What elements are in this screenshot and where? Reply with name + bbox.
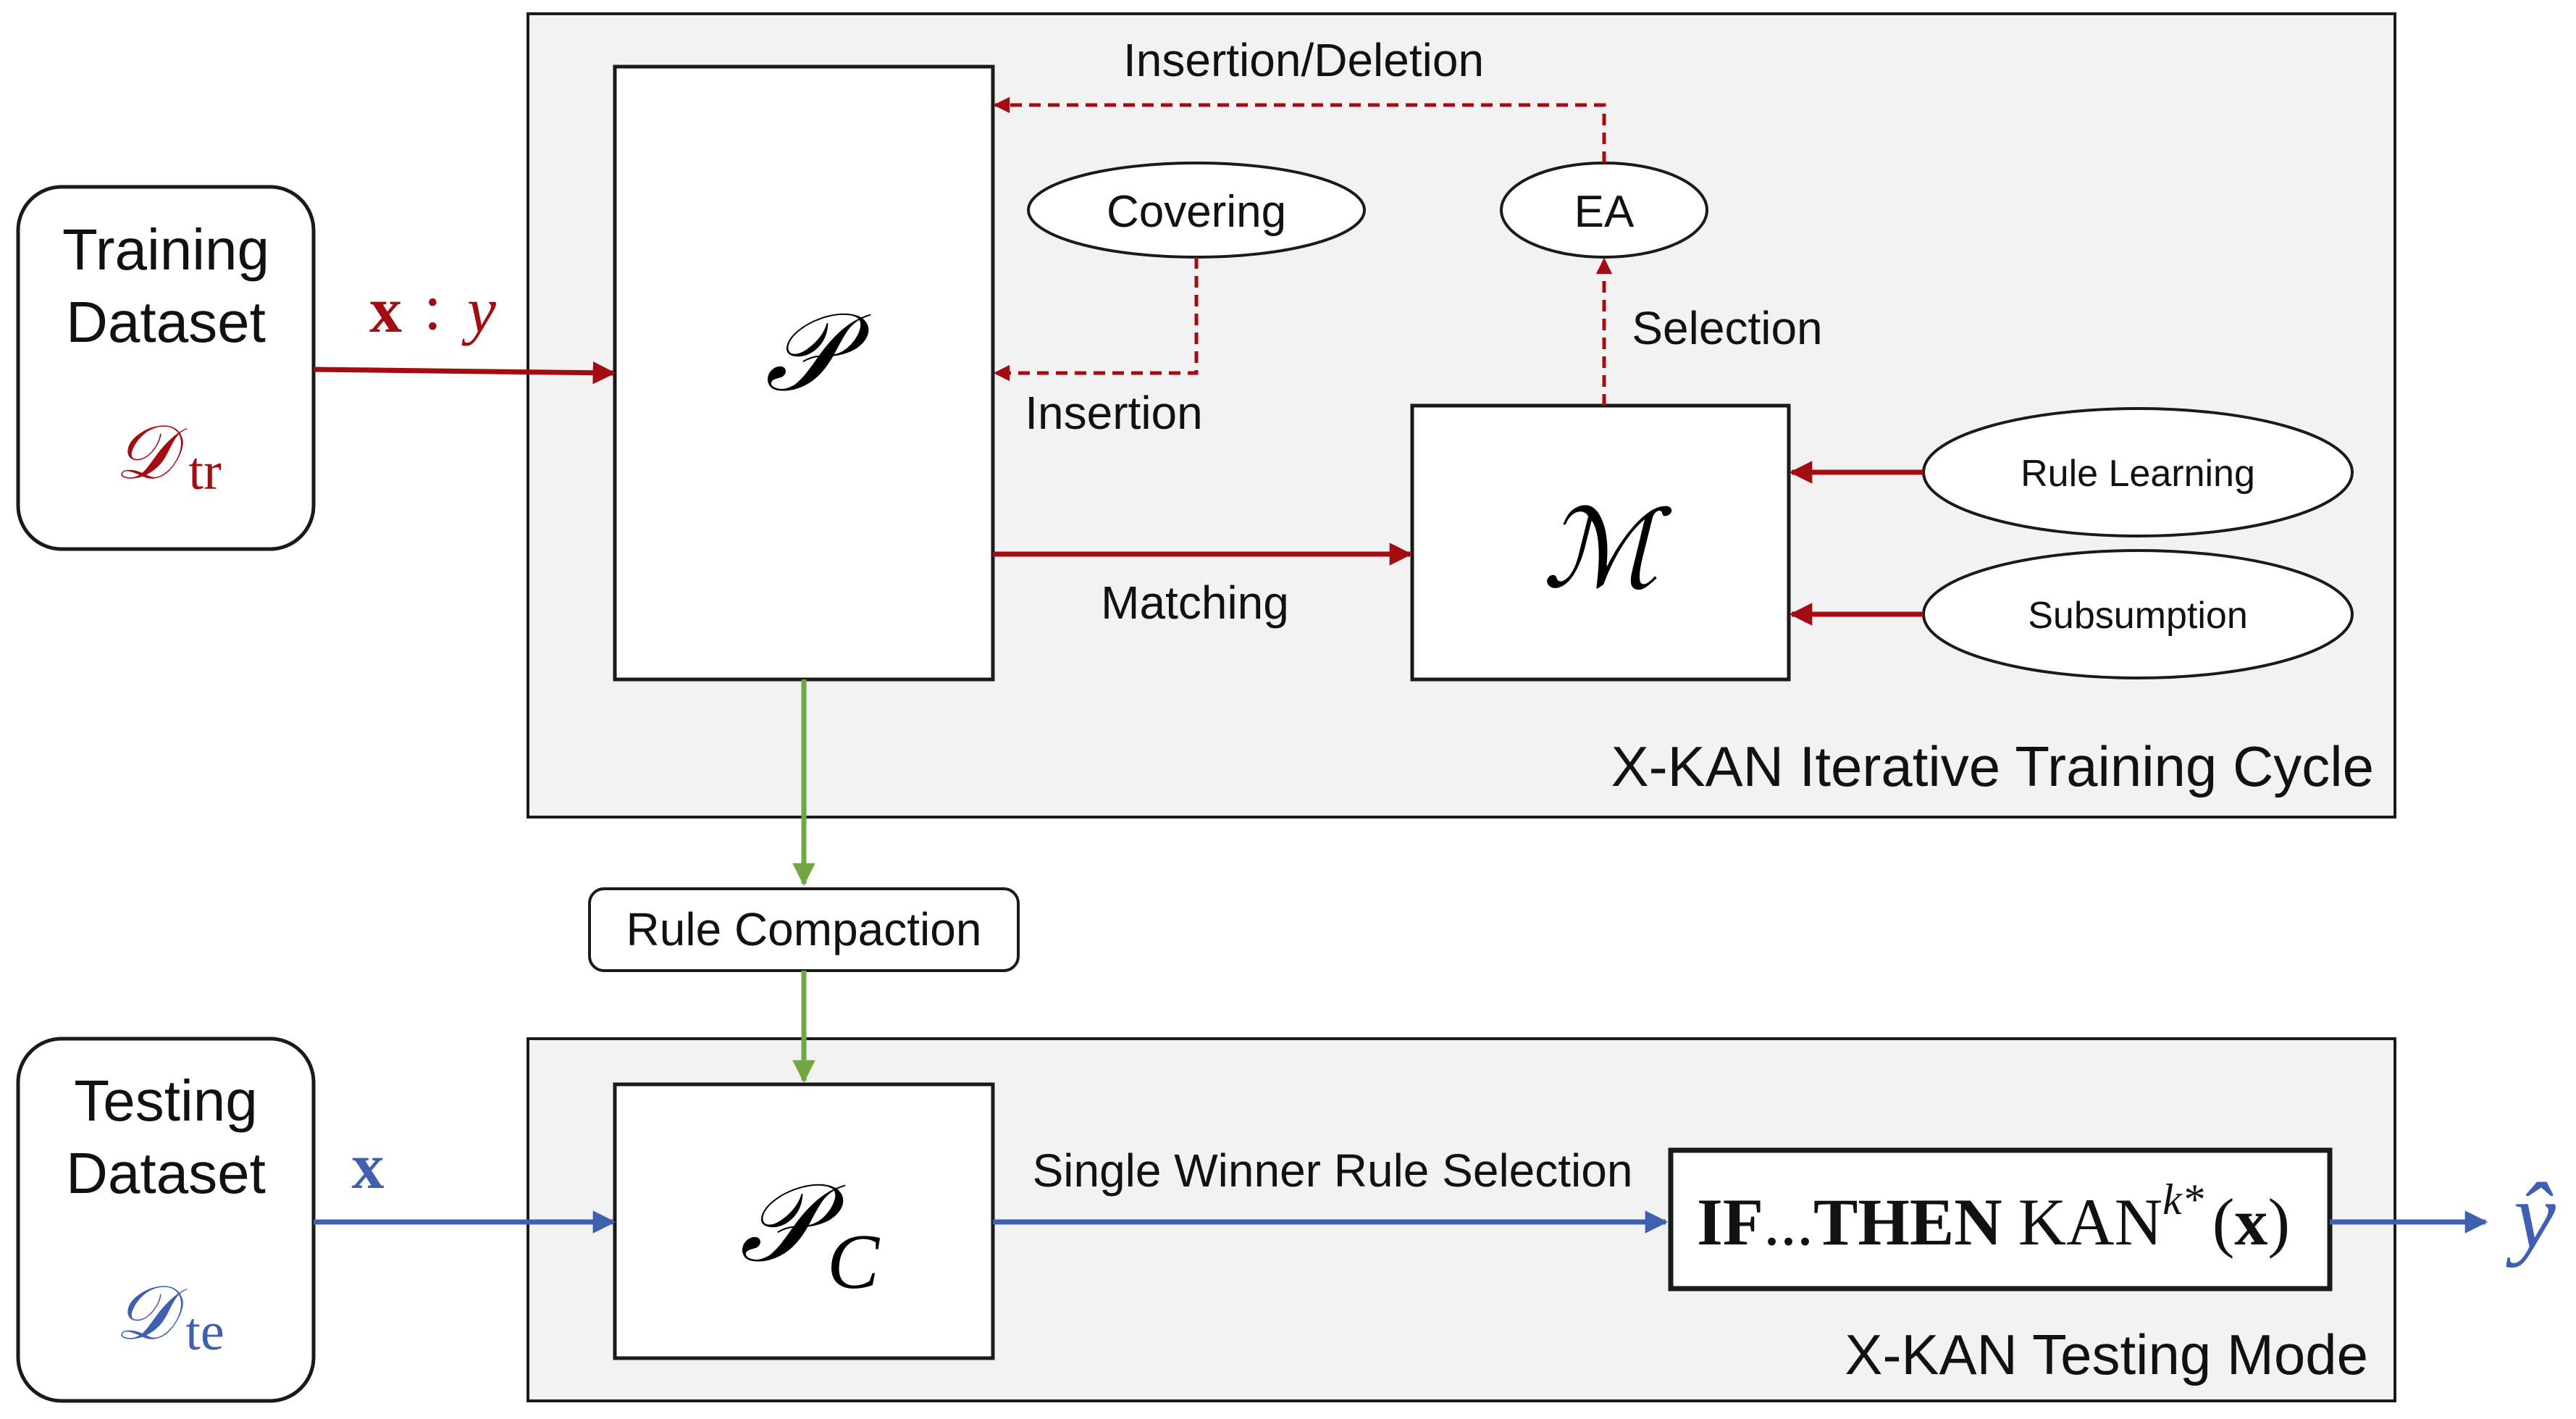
single-winner-label: Single Winner Rule Selection [1033, 1144, 1633, 1197]
output-symbol: ŷ [2506, 1164, 2556, 1268]
rule-compaction-box: Rule Compaction [588, 887, 1020, 972]
testing-input-x: x [352, 1131, 385, 1202]
training-input-colon: : [424, 272, 442, 343]
rule-arg-open: ( [2212, 1185, 2235, 1259]
rule-if: IF [1697, 1185, 1763, 1259]
rule-superscript: k* [2162, 1176, 2204, 1223]
training-dataset-symbol-subscript: tr [188, 442, 221, 501]
training-input-x: x [369, 275, 402, 346]
training-input-arrow [313, 361, 616, 385]
subsumption-ellipse: Subsumption [1922, 549, 2354, 679]
rule-arg-x: x [2234, 1185, 2267, 1259]
covering-ellipse: Covering [1027, 162, 1366, 259]
training-dataset-label-line2: Dataset [66, 290, 266, 354]
testing-dataset-label-line1: Testing [74, 1068, 257, 1133]
compacted-population-box: 𝒫 C [613, 1082, 995, 1360]
covering-label: Covering [1107, 187, 1286, 237]
testing-mode-title: X-KAN Testing Mode [1845, 1323, 2368, 1386]
subsumption-label: Subsumption [2028, 595, 2248, 637]
testing-dataset-label-line2: Dataset [66, 1141, 266, 1205]
population-box: 𝒫 [613, 64, 995, 682]
training-input-y: y [461, 275, 496, 346]
rule-output-box: IF...THEN KANk* (x) [1668, 1147, 2333, 1292]
rule-learning-ellipse: Rule Learning [1922, 407, 2354, 537]
matching-label: Matching [1101, 577, 1289, 629]
selection-label: Selection [1632, 302, 1822, 354]
rule-arg-close: ) [2267, 1185, 2290, 1259]
insertion-deletion-arrow [993, 96, 1606, 163]
rule-expression: IF...THEN KANk* (x) [1697, 1176, 2290, 1259]
rule-then: THEN [1813, 1185, 2002, 1259]
insertion-deletion-label: Insertion/Deletion [1123, 34, 1484, 86]
ea-label: EA [1574, 187, 1635, 237]
training-dataset-box: Training Dataset 𝒟 tr [16, 185, 316, 551]
compacted-population-subscript: C [827, 1219, 881, 1305]
match-set-box: ℳ [1410, 403, 1791, 682]
rule-dots: ... [1763, 1185, 1813, 1259]
training-dataset-label-line1: Training [62, 217, 269, 282]
training-cycle-title: X-KAN Iterative Training Cycle [1611, 734, 2374, 798]
rule-kan: KAN [2018, 1185, 2162, 1259]
covering-insertion-arrow [993, 257, 1199, 382]
rule-compaction-label: Rule Compaction [626, 903, 982, 955]
rule-learning-label: Rule Learning [2021, 453, 2255, 495]
testing-dataset-box: Testing Dataset 𝒟 te [16, 1037, 316, 1403]
ea-ellipse: EA [1500, 162, 1708, 259]
insertion-label: Insertion [1025, 387, 1202, 439]
match-set-symbol: ℳ [1543, 490, 1672, 611]
testing-dataset-symbol-subscript: te [185, 1302, 224, 1362]
